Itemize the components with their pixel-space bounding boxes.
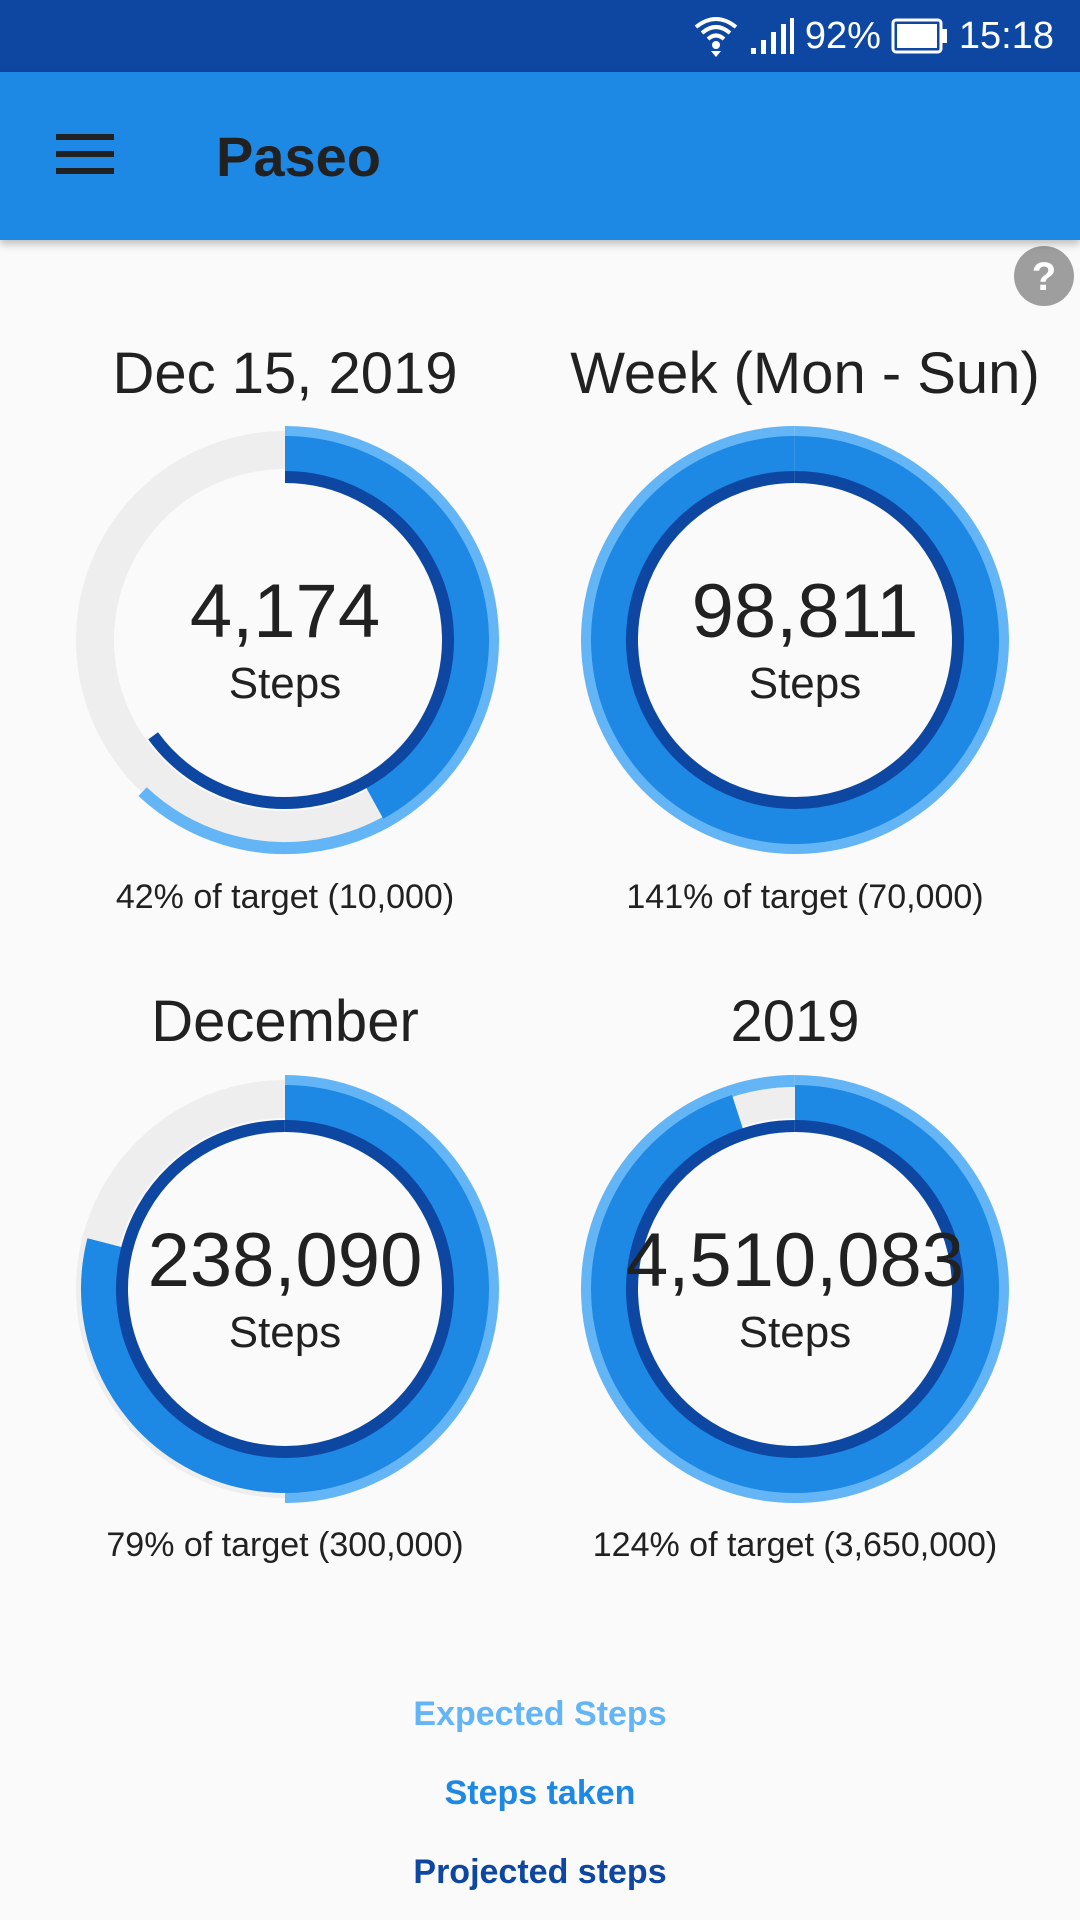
status-bar: 92% 15:18 — [0, 0, 1080, 72]
menu-icon — [56, 132, 114, 181]
steps-taken-arc — [81, 1085, 489, 1493]
steps-taken-arc — [590, 436, 999, 844]
signal-icon — [749, 16, 795, 56]
month-progress-ring — [76, 1075, 499, 1503]
help-button[interactable]: ? — [1013, 245, 1075, 307]
projected-steps-arc — [625, 471, 964, 809]
month-ring-center: 238,090 Steps — [65, 1069, 505, 1509]
day-progress-ring — [76, 426, 499, 854]
battery-icon — [891, 18, 949, 54]
card-title-week: Week (Mon - Sun) — [570, 341, 1040, 406]
day-ring-center: 4,174 Steps — [65, 420, 505, 860]
projected-steps-arc — [625, 1120, 964, 1458]
menu-button[interactable] — [40, 114, 130, 198]
status-icons: 92% 15:18 — [693, 0, 1054, 72]
week-steps-value: 98,811 — [691, 569, 919, 654]
year-steps-value: 4,510,083 — [625, 1218, 965, 1303]
legend-projected-steps: Projected steps — [413, 1853, 667, 1891]
legend-steps-taken: Steps taken — [444, 1774, 636, 1812]
month-steps-value: 238,090 — [147, 1218, 423, 1303]
expected-steps-arc — [580, 1075, 1009, 1503]
battery-percent: 92% — [804, 14, 881, 57]
svg-text:?: ? — [1032, 255, 1056, 299]
app-title: Paseo — [216, 124, 381, 188]
projected-steps-arc — [115, 1120, 454, 1458]
month-target-text: 79% of target (300,000) — [106, 1526, 464, 1564]
day-target-text: 42% of target (10,000) — [115, 878, 455, 916]
wifi-icon — [693, 13, 739, 59]
expected-steps-arc — [580, 426, 1009, 854]
week-ring-center: 98,811 Steps — [585, 420, 1025, 860]
steps-taken-arc — [591, 1085, 999, 1493]
expected-steps-arc — [284, 1075, 499, 1503]
week-steps-unit: Steps — [748, 659, 862, 708]
month-steps-unit: Steps — [228, 1308, 342, 1357]
app-bar — [0, 72, 1080, 240]
week-target-text: 141% of target (70,000) — [626, 878, 984, 916]
year-ring-center: 4,510,083 Steps — [575, 1069, 1015, 1509]
projected-steps-arc — [148, 471, 454, 809]
year-steps-unit: Steps — [738, 1308, 852, 1357]
day-steps-value: 4,174 — [189, 569, 381, 654]
legend-expected-steps: Expected Steps — [413, 1695, 667, 1733]
help-icon: ? — [1014, 246, 1074, 306]
card-title-day: Dec 15, 2019 — [112, 341, 458, 406]
day-steps-unit: Steps — [228, 659, 342, 708]
card-title-month: December — [151, 989, 419, 1054]
week-progress-ring — [580, 426, 1009, 854]
card-title-year: 2019 — [730, 989, 860, 1054]
year-target-text: 124% of target (3,650,000) — [592, 1526, 998, 1564]
year-progress-ring — [580, 1075, 1009, 1503]
expected-steps-arc — [138, 426, 499, 854]
clock: 15:18 — [958, 14, 1054, 57]
steps-taken-arc — [284, 436, 489, 819]
